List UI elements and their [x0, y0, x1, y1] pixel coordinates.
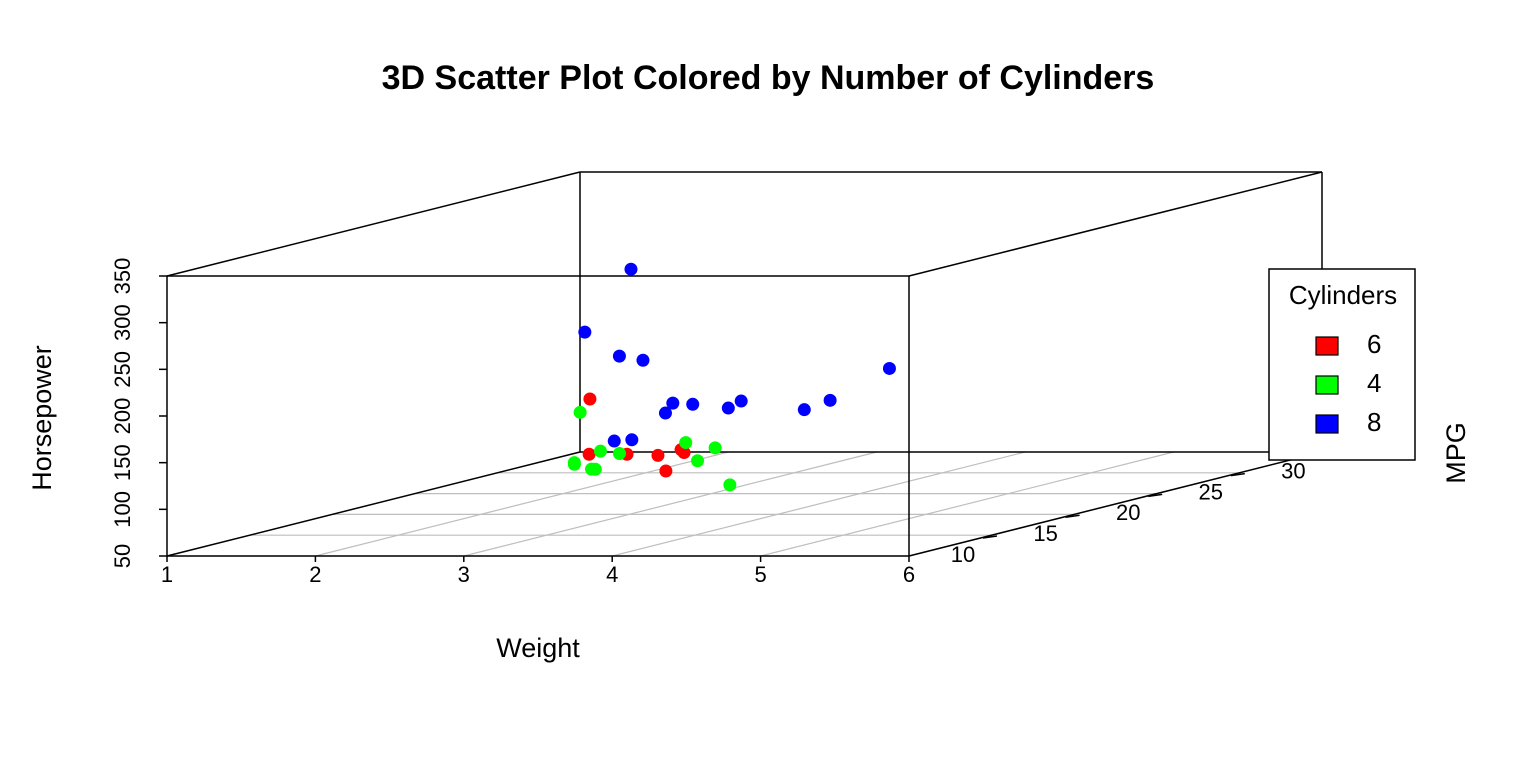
point — [686, 397, 700, 411]
z-tick-label: 50 — [110, 544, 135, 568]
point — [607, 434, 621, 448]
z-tick-label: 250 — [110, 351, 135, 388]
z-axis-title: Horsepower — [27, 345, 57, 491]
x-axis-title: Weight — [496, 633, 580, 663]
point — [585, 462, 599, 476]
x-tick-label: 2 — [309, 562, 321, 587]
y-tick — [982, 535, 998, 539]
y-tick — [1148, 493, 1163, 498]
x-tick-label: 6 — [903, 562, 915, 587]
point — [582, 447, 596, 461]
point — [708, 441, 722, 455]
point — [679, 436, 693, 450]
y-tick-label: 20 — [1116, 500, 1140, 525]
x-tick-label: 4 — [606, 562, 618, 587]
y-tick-label: 15 — [1033, 521, 1057, 546]
point — [573, 405, 587, 419]
y-axis-title: MPG — [1441, 422, 1471, 484]
point — [734, 394, 748, 408]
y-tick — [1230, 472, 1245, 477]
point — [625, 433, 639, 447]
z-tick-label: 300 — [110, 304, 135, 341]
box-edge — [908, 171, 1323, 277]
point — [823, 393, 837, 407]
grid-line — [315, 451, 729, 557]
grid-line — [760, 451, 1174, 557]
y-tick-label: 10 — [951, 542, 975, 567]
legend-label: 4 — [1367, 368, 1381, 398]
point — [797, 403, 811, 417]
box-edge — [908, 451, 1323, 557]
z-tick-label: 100 — [110, 491, 135, 528]
point — [583, 392, 597, 406]
chart-title: 3D Scatter Plot Colored by Number of Cyl… — [382, 59, 1155, 97]
x-tick-label: 1 — [161, 562, 173, 587]
legend-swatch — [1315, 414, 1339, 434]
point — [567, 457, 581, 471]
legend-swatch — [1315, 375, 1339, 395]
grid-line — [463, 451, 877, 557]
z-tick-label: 150 — [110, 444, 135, 481]
legend-swatch — [1315, 336, 1339, 356]
z-tick-label: 350 — [110, 258, 135, 295]
point — [691, 454, 705, 468]
box-edge — [166, 451, 581, 557]
point — [612, 349, 626, 363]
z-tick-label: 200 — [110, 398, 135, 435]
point — [636, 353, 650, 367]
y-tick-label: 30 — [1281, 459, 1305, 484]
point — [593, 444, 607, 458]
legend-box — [1268, 268, 1416, 461]
point — [721, 401, 735, 415]
point — [659, 464, 673, 478]
point — [666, 396, 680, 410]
legend-label: 6 — [1367, 329, 1381, 359]
x-tick-label: 5 — [754, 562, 766, 587]
legend-title: Cylinders — [1289, 280, 1397, 310]
y-tick — [1065, 514, 1080, 518]
point — [624, 262, 638, 276]
legend-label: 8 — [1367, 407, 1381, 437]
point — [578, 325, 592, 339]
point — [882, 361, 896, 375]
point — [651, 448, 665, 462]
point — [723, 478, 737, 492]
y-tick-label: 25 — [1199, 479, 1223, 504]
grid-line — [612, 451, 1026, 557]
box-edge — [166, 171, 581, 277]
point — [658, 406, 672, 420]
x-tick-label: 3 — [458, 562, 470, 587]
point — [612, 447, 626, 461]
